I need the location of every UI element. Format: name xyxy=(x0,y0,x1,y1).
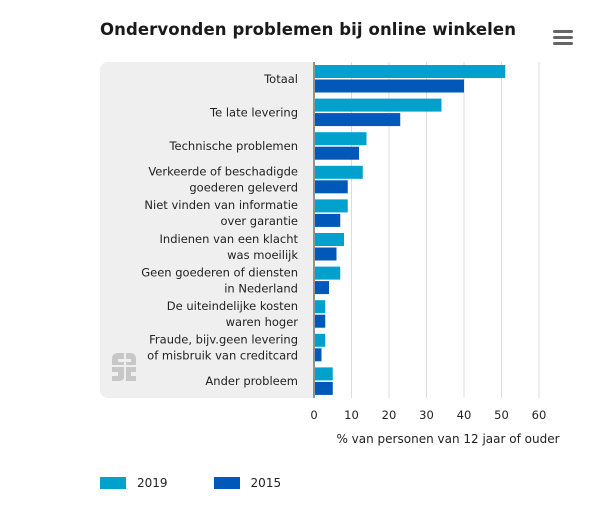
bar-2019[interactable] xyxy=(315,233,344,246)
category-label: Totaal xyxy=(263,72,298,86)
bar-2019[interactable] xyxy=(315,367,333,381)
bar-2015[interactable] xyxy=(315,247,337,261)
gridlines xyxy=(351,62,540,398)
category-label: Technische problemen xyxy=(168,139,298,153)
bar-2015[interactable] xyxy=(315,79,464,93)
legend-item-2015[interactable]: 2015 xyxy=(213,476,282,490)
bar-2019[interactable] xyxy=(315,300,326,314)
bar-2019[interactable] xyxy=(315,98,442,112)
bar-2019[interactable] xyxy=(315,333,326,347)
chart-title: Ondervonden problemen bij online winkele… xyxy=(100,20,517,39)
legend-label-2015: 2015 xyxy=(250,476,282,490)
legend-swatch-2019 xyxy=(100,477,126,489)
bar-2015[interactable] xyxy=(315,180,348,194)
category-label: Indienen van een klacht xyxy=(160,232,299,246)
bar-2019[interactable] xyxy=(315,65,506,78)
bar-2015[interactable] xyxy=(315,146,359,160)
category-label: De uiteindelijke kosten xyxy=(167,299,298,313)
x-tick-label: 10 xyxy=(344,408,359,422)
bar-chart: Totaal Te late levering Technische problem… xyxy=(100,62,560,446)
bar-2015[interactable] xyxy=(315,314,326,328)
category-labels: Totaal Te late levering Technische problem… xyxy=(141,72,298,388)
bar-2015[interactable] xyxy=(315,381,333,395)
x-tick-label: 40 xyxy=(457,408,472,422)
x-tick-label: 0 xyxy=(310,408,317,422)
legend-item-2019[interactable]: 2019 xyxy=(100,476,168,490)
category-label: Te late levering xyxy=(209,105,298,119)
hamburger-menu-icon[interactable] xyxy=(553,30,573,46)
x-tick-label: 30 xyxy=(419,408,434,422)
legend-swatch-2015 xyxy=(213,477,240,489)
category-label: Ander probleem xyxy=(205,374,298,388)
bar-2015[interactable] xyxy=(315,348,322,362)
bar-2015[interactable] xyxy=(315,213,341,227)
x-axis-label: % van personen van 12 jaar of ouder xyxy=(336,432,559,446)
legend-label-2019: 2019 xyxy=(137,476,168,490)
category-label: Niet vinden van informatie xyxy=(144,198,298,212)
x-tick-label: 20 xyxy=(382,408,397,422)
label-panel-background xyxy=(100,62,315,398)
bar-2015[interactable] xyxy=(315,113,401,127)
category-label: in Nederland xyxy=(224,281,298,295)
x-tick-label: 60 xyxy=(532,408,547,422)
category-label: of misbruik van creditcard xyxy=(147,349,298,363)
bar-2019[interactable] xyxy=(315,266,341,280)
category-label: Geen goederen of diensten xyxy=(141,265,298,279)
bar-2019[interactable] xyxy=(315,132,367,146)
category-label: was moeilijk xyxy=(227,248,298,262)
category-label: goederen geleverd xyxy=(189,181,298,195)
category-label: waren hoger xyxy=(226,315,299,329)
category-label: Verkeerde of beschadigde xyxy=(148,165,298,179)
x-tick-label: 50 xyxy=(494,408,509,422)
category-label: Fraude, bijv.geen levering xyxy=(149,333,298,347)
cbs-logo-icon xyxy=(112,353,136,381)
x-tick-labels: 0 10 20 30 40 50 60 xyxy=(310,408,546,422)
category-label: over garantie xyxy=(221,214,299,228)
bar-2019[interactable] xyxy=(315,165,363,179)
bar-2019[interactable] xyxy=(315,199,348,213)
bar-2015[interactable] xyxy=(315,281,329,295)
legend: 2019 2015 xyxy=(100,476,327,490)
bars xyxy=(315,65,506,395)
